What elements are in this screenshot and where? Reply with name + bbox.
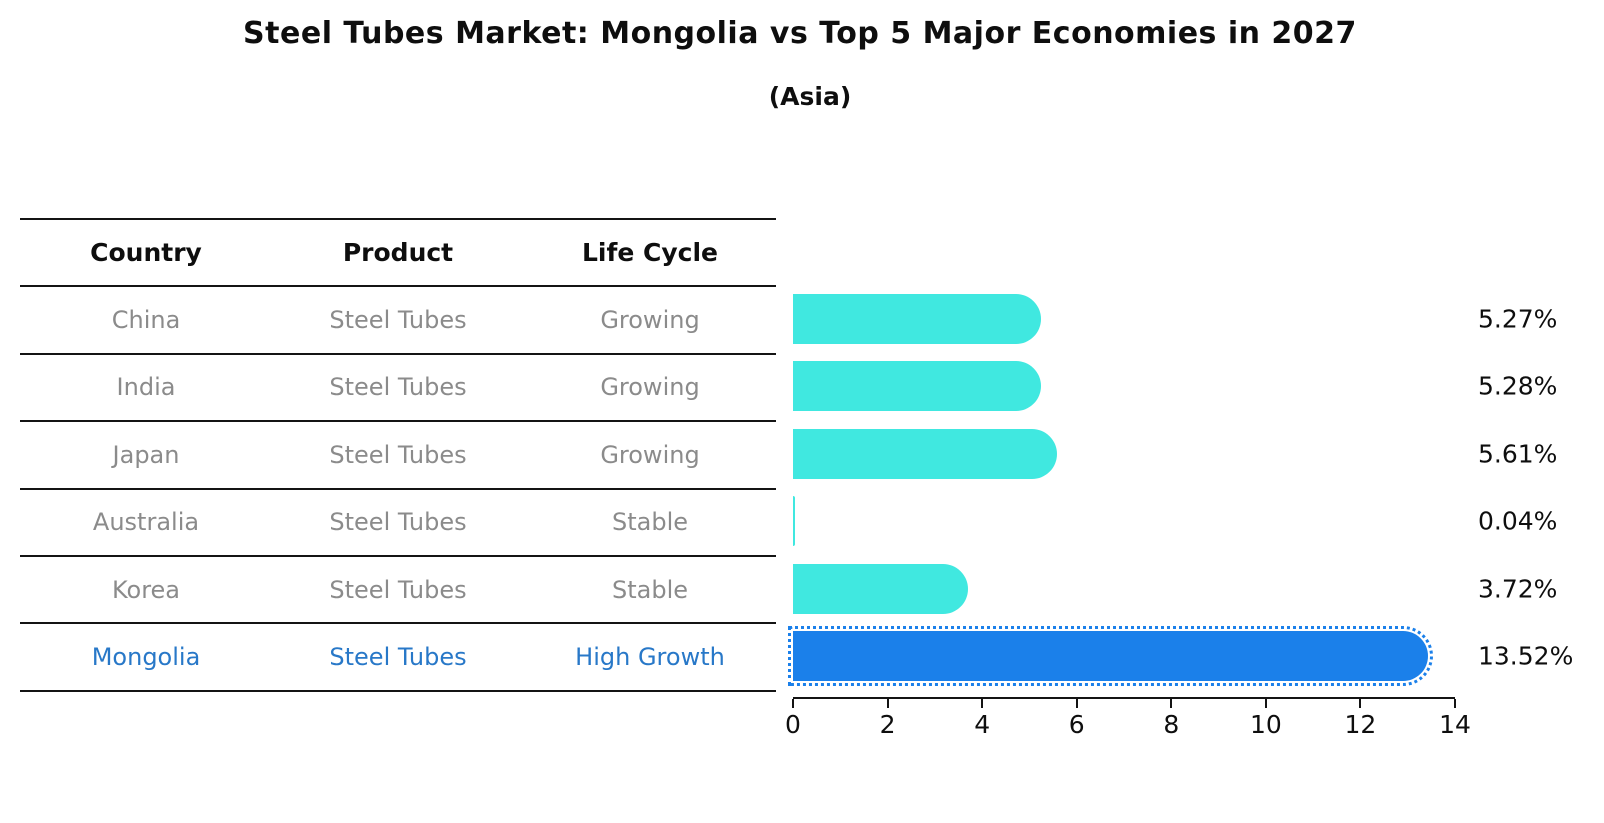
- bar-row: 0.04%: [793, 488, 1557, 555]
- bar-row: 5.27%: [793, 285, 1557, 352]
- cell-country: Japan: [112, 440, 180, 469]
- x-axis-tick-label: 2: [879, 710, 896, 739]
- x-axis-tick: [792, 699, 794, 708]
- data-table: Country Product Life Cycle China Steel Tu…: [20, 218, 776, 692]
- cell-country: India: [116, 373, 176, 402]
- bar-value-label: 0.04%: [1478, 506, 1558, 536]
- page-subtitle: (Asia): [768, 82, 852, 111]
- bar-row: 3.72%: [793, 555, 1557, 622]
- bar-row: 5.28%: [793, 353, 1557, 420]
- cell-country: China: [111, 306, 181, 335]
- table-row: Japan Steel Tubes Growing: [20, 422, 776, 490]
- bar-australia: [793, 496, 795, 547]
- table-row: Korea Steel Tubes Stable: [20, 557, 776, 625]
- cell-lifecycle: Growing: [600, 440, 700, 469]
- x-axis-tick-label: 12: [1344, 710, 1377, 739]
- x-axis-tick-label: 4: [974, 710, 991, 739]
- bar-japan: [793, 428, 1057, 479]
- x-axis-tick: [1075, 699, 1078, 708]
- x-axis-tick: [1359, 699, 1362, 708]
- cell-product: Steel Tubes: [329, 373, 467, 402]
- cell-country: Australia: [92, 508, 200, 537]
- table-body: China Steel Tubes Growing India Steel Tubes G…: [20, 287, 776, 692]
- x-axis-tick: [1170, 699, 1173, 708]
- cell-country: Mongolia: [91, 643, 201, 672]
- bar-value-label: 5.61%: [1478, 439, 1558, 469]
- bar-mongolia: [787, 626, 1434, 687]
- bar-value-label: 5.27%: [1478, 304, 1558, 334]
- x-axis-tick-label: 10: [1249, 710, 1282, 739]
- bar-value-label: 5.28%: [1478, 371, 1558, 401]
- bar-korea: [793, 563, 968, 614]
- x-axis-tick: [1264, 699, 1267, 708]
- header-cell-product: Product: [342, 238, 454, 268]
- table-row: India Steel Tubes Growing: [20, 355, 776, 423]
- cell-product: Steel Tubes: [329, 643, 467, 672]
- bar-chart: 5.27% 5.28% 5.61% 0.04% 3.72% 13.52%: [787, 285, 1573, 689]
- x-axis-tick-label: 14: [1439, 710, 1471, 739]
- cell-lifecycle: Stable: [611, 508, 689, 537]
- x-axis-tick: [1454, 699, 1456, 708]
- cell-product: Steel Tubes: [329, 440, 467, 469]
- bar-row: 5.61%: [793, 420, 1557, 487]
- x-axis-tick-label: 6: [1068, 710, 1085, 739]
- header-cell-lifecycle: Life Cycle: [581, 238, 719, 268]
- x-axis-tick-label: 0: [785, 710, 801, 739]
- cell-lifecycle: Growing: [600, 306, 700, 335]
- cell-lifecycle: Growing: [600, 373, 700, 402]
- bar-value-label: 3.72%: [1478, 574, 1558, 604]
- bar-china: [793, 294, 1041, 345]
- x-axis-tick: [886, 699, 889, 708]
- page-title: Steel Tubes Market: Mongolia vs Top 5 Ma…: [243, 16, 1357, 51]
- cell-country: Korea: [111, 575, 181, 604]
- table-header-row: Country Product Life Cycle: [20, 220, 776, 288]
- cell-product: Steel Tubes: [329, 306, 467, 335]
- cell-lifecycle: Stable: [611, 575, 689, 604]
- x-axis: 0 2 4 6 8 10 12 14: [785, 697, 1471, 739]
- cell-lifecycle: High Growth: [575, 643, 725, 672]
- bar-india: [793, 361, 1042, 412]
- table-row: Mongolia Steel Tubes High Growth: [20, 624, 776, 692]
- x-axis-tick: [981, 699, 984, 708]
- table-row: China Steel Tubes Growing: [20, 287, 776, 355]
- x-axis-tick-label: 8: [1163, 710, 1180, 739]
- bar-row: 13.52%: [787, 622, 1573, 689]
- header-cell-country: Country: [90, 238, 202, 268]
- cell-product: Steel Tubes: [329, 575, 467, 604]
- cell-product: Steel Tubes: [329, 508, 467, 537]
- table-row: Australia Steel Tubes Stable: [20, 490, 776, 557]
- bar-value-label: 13.52%: [1478, 641, 1574, 671]
